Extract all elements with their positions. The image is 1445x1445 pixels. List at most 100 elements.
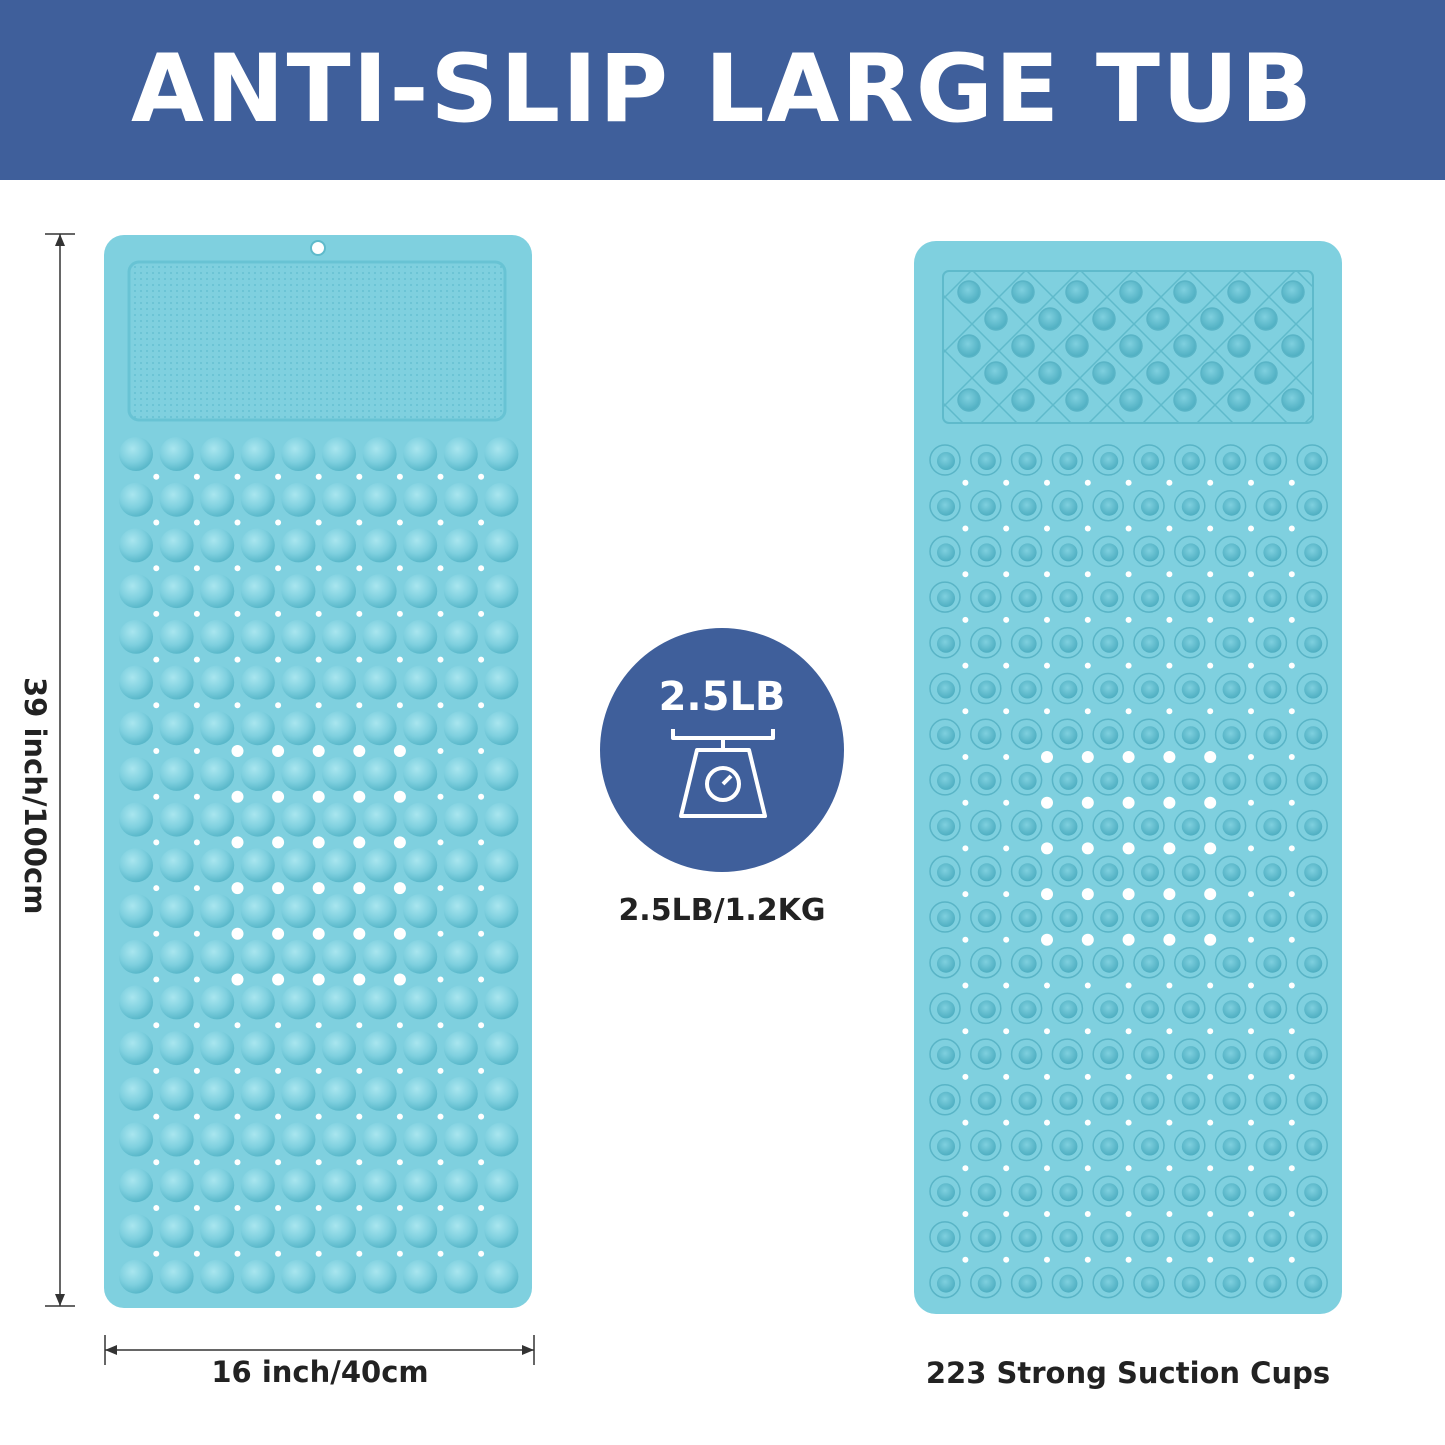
pillow-cup <box>1146 361 1170 385</box>
suction-bump <box>403 1213 438 1248</box>
suction-bump <box>484 985 519 1020</box>
suction-bump <box>200 528 235 563</box>
drain-hole <box>315 1205 322 1211</box>
drain-hole <box>1166 479 1173 486</box>
suction-cup-center <box>1222 1091 1241 1110</box>
suction-bump <box>200 574 235 609</box>
drain-hole <box>193 473 200 480</box>
pillow-cup <box>957 334 981 358</box>
suction-bump <box>119 1168 153 1203</box>
weight-value: 2.5LB <box>658 674 786 720</box>
drain-hole <box>231 882 244 895</box>
drain-hole <box>1003 1073 1010 1080</box>
suction-cup-center <box>1100 1000 1119 1019</box>
suction-cup-center <box>1304 1183 1323 1202</box>
drain-hole <box>393 927 406 940</box>
drain-hole <box>1081 888 1094 901</box>
pillow-cup <box>1119 280 1143 304</box>
drain-hole <box>1122 933 1135 946</box>
suction-cup-center <box>977 680 996 699</box>
suction-cup-center <box>937 1228 955 1247</box>
suction-bump <box>240 1259 275 1294</box>
weight-caption: 2.5LB/1.2KG <box>618 893 826 928</box>
suction-bump <box>443 985 478 1020</box>
suction-cup-center <box>937 817 955 836</box>
suction-bump <box>119 1213 153 1248</box>
pillow-cup <box>1065 388 1089 412</box>
drain-hole <box>437 1067 444 1074</box>
suction-bump <box>443 894 478 928</box>
suction-cup-center <box>1018 589 1037 608</box>
suction-cup-center <box>1304 1137 1323 1156</box>
drain-hole <box>1125 1028 1132 1035</box>
suction-cup-center <box>1263 771 1282 790</box>
drain-hole <box>1248 845 1254 852</box>
suction-bump <box>200 939 235 974</box>
drain-hole <box>396 702 403 709</box>
suction-bump <box>281 1076 316 1111</box>
suction-bump <box>240 528 275 563</box>
drain-hole <box>1288 799 1295 806</box>
suction-cup-center <box>1222 634 1241 653</box>
suction-bump <box>362 848 397 883</box>
drain-hole <box>315 473 322 480</box>
suction-bump <box>240 665 275 700</box>
pillow-cup <box>1173 280 1197 304</box>
suction-cup-center <box>937 1183 955 1202</box>
drain-hole <box>1084 1073 1091 1080</box>
suction-cup-center <box>1181 452 1200 470</box>
suction-bump <box>322 711 356 746</box>
pillow-cup <box>1011 280 1035 304</box>
suction-bump <box>403 528 438 563</box>
suction-bump <box>159 894 194 928</box>
suction-bump <box>362 894 397 928</box>
suction-cup-center <box>1059 817 1078 836</box>
pillow-cup <box>1227 334 1251 358</box>
drain-hole <box>275 702 282 709</box>
suction-bump <box>403 894 438 928</box>
suction-cup-center <box>1141 1274 1159 1293</box>
drain-hole <box>437 1022 444 1029</box>
suction-cup-center <box>1181 954 1200 973</box>
drain-hole <box>1003 754 1010 760</box>
suction-bump <box>443 1213 478 1248</box>
suction-bump <box>484 802 519 837</box>
drain-hole <box>1288 1211 1295 1217</box>
suction-cup-center <box>1100 1091 1119 1110</box>
suction-bump <box>403 1031 438 1066</box>
suction-cup-center <box>1018 1000 1037 1019</box>
drain-hole <box>437 1205 444 1211</box>
drain-hole <box>272 836 285 849</box>
drain-hole <box>275 1022 282 1029</box>
drain-hole <box>396 473 403 480</box>
drain-hole <box>1207 662 1214 669</box>
suction-bump <box>159 482 194 517</box>
drain-hole <box>1166 1028 1173 1035</box>
pillow-cup <box>1119 388 1143 412</box>
suction-cup-center <box>937 680 955 699</box>
suction-cup-center <box>1059 863 1078 882</box>
suction-bump <box>240 848 275 883</box>
drain-hole <box>1166 1073 1173 1080</box>
pillow-cup <box>1038 307 1062 331</box>
drain-hole <box>1204 842 1217 855</box>
drain-hole <box>153 1159 160 1166</box>
drain-hole <box>1084 479 1091 486</box>
suction-bump <box>119 802 153 837</box>
drain-hole <box>962 754 969 760</box>
drain-hole <box>962 708 969 715</box>
suction-bump <box>322 1076 356 1111</box>
suction-cup-center <box>1059 589 1078 608</box>
drain-hole <box>437 1250 444 1257</box>
pillow-cup <box>984 361 1008 385</box>
drain-hole <box>234 565 241 572</box>
drain-hole <box>1044 708 1050 715</box>
drain-hole <box>962 1073 969 1080</box>
suction-bump <box>119 756 153 791</box>
suction-cup-center <box>1263 1046 1282 1065</box>
drain-hole <box>1044 1028 1050 1035</box>
drain-hole <box>1248 525 1254 532</box>
drain-hole <box>1041 933 1053 946</box>
drain-hole <box>478 565 485 572</box>
drain-hole <box>478 839 485 846</box>
